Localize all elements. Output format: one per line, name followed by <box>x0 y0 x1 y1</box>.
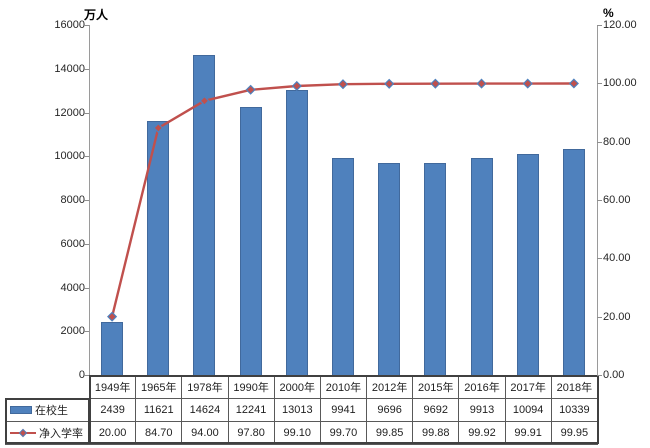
data-table: 1949年 1965年 1978年 1990年 2000年 2010年 2012年 2015年… <box>5 375 599 445</box>
year-header-cell: 2000年 <box>273 375 321 399</box>
legend-label: 净入学率 <box>39 428 83 440</box>
legend-label: 在校生 <box>35 405 68 417</box>
line-marker-diamond-icon <box>522 78 533 89</box>
bar-1990年 <box>240 107 262 375</box>
y-axis-right-tick <box>597 258 602 260</box>
y-axis-left-tick-label: 2000 <box>60 325 85 338</box>
value-cell: 11621 <box>135 398 183 422</box>
y-axis-left-tick <box>84 25 89 26</box>
bar-2012年 <box>378 162 400 375</box>
line-marker-diamond-icon <box>430 78 441 89</box>
value-cell: 20.00 <box>88 421 137 445</box>
year-header-cell: 2017年 <box>504 375 552 399</box>
value-cell: 84.70 <box>135 421 183 445</box>
line-marker-diamond-icon <box>476 78 487 89</box>
y-axis-left-tick-label: 0 <box>78 369 85 381</box>
y-axis-left-tick <box>84 243 89 245</box>
value-cell: 12241 <box>227 398 275 422</box>
line-marker-diamond-icon <box>291 80 302 92</box>
right-axis-title: % <box>603 6 614 20</box>
value-cell: 99.95 <box>550 421 599 445</box>
bar-2016年 <box>471 158 493 375</box>
y-axis-right-tick <box>597 316 602 318</box>
line-marker-diamond-icon <box>107 311 118 322</box>
y-axis-left-tick-label: 6000 <box>60 237 85 250</box>
value-cell: 94.00 <box>181 421 229 445</box>
y-axis-left-tick <box>84 287 89 289</box>
value-cell: 2439 <box>88 398 137 422</box>
bar-1949年 <box>101 321 123 375</box>
year-header-cell: 2012年 <box>366 375 414 399</box>
value-cell: 99.10 <box>273 421 321 445</box>
y-axis-left-tick-label: 16000 <box>54 19 85 31</box>
y-axis-right-tick-label: 60.00 <box>603 194 631 206</box>
y-axis-right-tick-label: 80.00 <box>603 135 631 148</box>
y-axis-left-tick-label: 14000 <box>54 62 85 75</box>
y-axis-left-tick-label: 10000 <box>54 150 85 163</box>
value-cell: 99.91 <box>504 421 552 445</box>
table-row: 净入学率 20.00 84.70 94.00 97.80 99.10 99.70 99.85 9… <box>5 421 599 445</box>
y-axis-right-tick <box>597 375 602 376</box>
year-header-cell: 1990年 <box>227 375 275 399</box>
y-axis-left-tick <box>84 375 89 376</box>
y-axis-left-tick-label: 8000 <box>60 194 85 206</box>
legend-item-students: 在校生 <box>5 398 90 422</box>
y-axis-right-tick <box>597 25 602 26</box>
bar-1965年 <box>147 120 169 375</box>
y-axis-left-tick <box>84 112 89 114</box>
value-cell: 99.85 <box>366 421 414 445</box>
bar-2015年 <box>424 162 446 375</box>
y-axis-right-tick-label: 100.00 <box>603 77 637 90</box>
y-axis-right-tick <box>597 200 602 201</box>
y-axis-left-tick <box>84 156 89 158</box>
y-axis-right-tick-label: 40.00 <box>603 252 631 265</box>
value-cell: 97.80 <box>227 421 275 445</box>
bar-legend-swatch-icon <box>10 406 32 414</box>
bar-1978年 <box>193 55 215 375</box>
value-cell: 13013 <box>273 398 321 422</box>
y-axis-left-tick-label: 12000 <box>54 106 85 119</box>
bar-2010年 <box>332 157 354 375</box>
year-header-cell: 2015年 <box>412 375 460 399</box>
year-header-cell: 1978年 <box>181 375 229 399</box>
y-axis-left-tick <box>84 68 89 70</box>
value-cell: 9913 <box>458 398 506 422</box>
year-header-cell: 2016年 <box>458 375 506 399</box>
y-axis-line-left <box>89 25 90 375</box>
y-axis-right-tick-label: 20.00 <box>603 310 631 323</box>
line-marker-diamond-icon <box>337 79 349 90</box>
bar-2000年 <box>286 90 308 375</box>
value-cell: 14624 <box>181 398 229 422</box>
line-marker-diamond-icon <box>568 78 579 89</box>
bar-2017年 <box>517 154 539 375</box>
value-cell: 10339 <box>550 398 599 422</box>
line-marker-diamond-icon <box>384 78 395 89</box>
left-axis-title: 万人 <box>83 8 108 22</box>
y-axis-right-tick-label: 0.00 <box>603 369 625 381</box>
y-axis-left-tick <box>84 331 89 333</box>
value-cell: 10094 <box>504 398 552 422</box>
value-cell: 99.88 <box>412 421 460 445</box>
line-marker-diamond-icon <box>245 84 256 95</box>
year-header-row: 1949年 1965年 1978年 1990年 2000年 2010年 2012年 2015年… <box>6 375 599 399</box>
year-header-cell: 1965年 <box>135 375 183 399</box>
y-axis-left-tick-label: 4000 <box>60 281 85 294</box>
y-axis-right-tick <box>597 83 602 85</box>
y-axis-left-tick <box>84 200 89 201</box>
table-row: 在校生 2439 11621 14624 12241 13013 9941 9696 9692 9… <box>5 398 599 422</box>
y-axis-right-tick <box>597 141 602 143</box>
bar-2018年 <box>563 148 585 375</box>
year-header-cell: 1949年 <box>88 375 137 399</box>
value-cell: 9692 <box>412 398 460 422</box>
value-cell: 9941 <box>319 398 368 422</box>
y-axis-right-tick-label: 120.00 <box>603 19 637 31</box>
year-header-cell: 2010年 <box>319 375 368 399</box>
value-cell: 9696 <box>366 398 414 422</box>
value-cell: 99.92 <box>458 421 506 445</box>
year-header-cell: 2018年 <box>550 375 599 399</box>
value-cell: 99.70 <box>319 421 368 445</box>
legend-item-enrollment-rate: 净入学率 <box>5 421 90 445</box>
line-legend-swatch-icon <box>10 428 36 438</box>
